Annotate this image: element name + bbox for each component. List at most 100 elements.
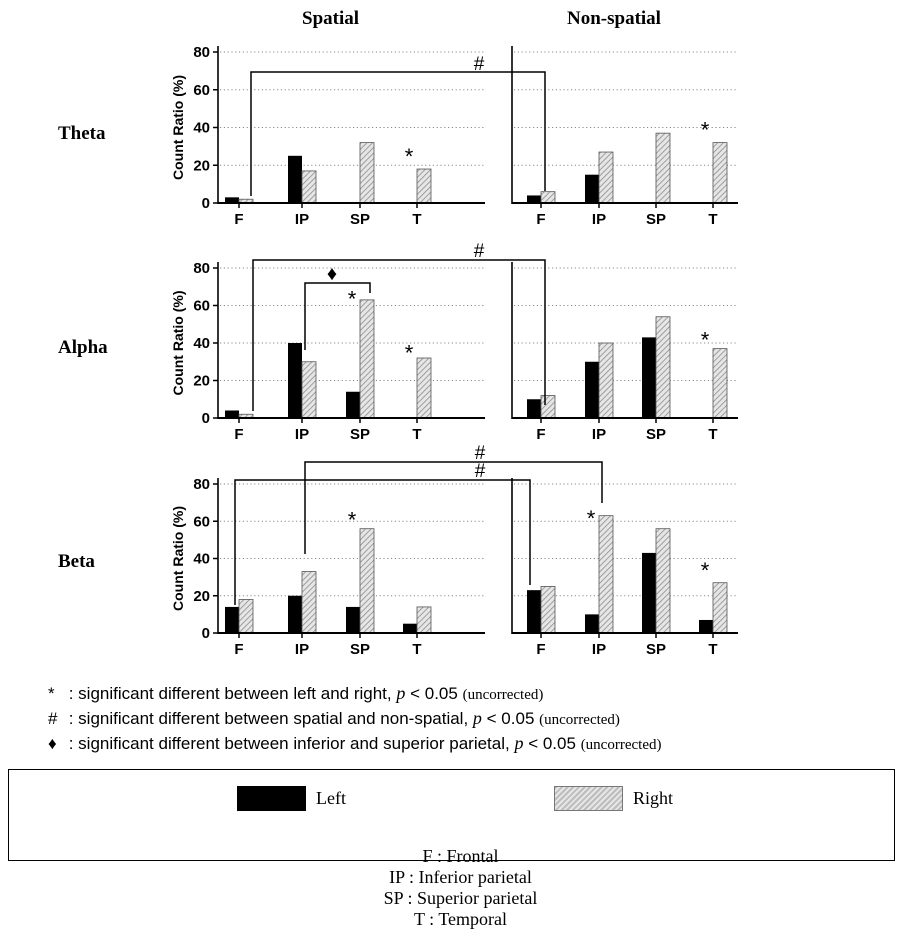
note-left-right: * : significant different between left a… bbox=[48, 682, 661, 707]
alpha-spatial-x-tick-label-f: F bbox=[234, 426, 243, 443]
beta-spatial-bar-left-t bbox=[403, 623, 417, 633]
note-text: : significant different between spatial … bbox=[68, 709, 469, 728]
beta-non-spatial-panel: F IP SP T * * bbox=[511, 478, 738, 658]
theta-non-spatial-x-tick-label-t: T bbox=[708, 211, 717, 228]
alpha-non-spatial-x-tick-label-sp: SP bbox=[646, 426, 666, 443]
alpha-spatial-x-tick-label-ip: IP bbox=[295, 426, 309, 443]
beta-spatial-y-axis-title: Count Ratio (%) bbox=[170, 506, 186, 611]
theta-non-spatial-bar-right-f bbox=[540, 191, 556, 204]
alpha-non-spatial-bar-left-ip bbox=[585, 361, 599, 418]
alpha-spatial-x-tick-label-sp: SP bbox=[350, 426, 370, 443]
alpha-spatial-bar-left-ip bbox=[288, 343, 302, 418]
alpha-non-spatial-x-tick-label-f: F bbox=[536, 426, 545, 443]
theta-hash-mark: # bbox=[474, 54, 485, 75]
nonspatial-column-title: Non-spatial bbox=[567, 8, 661, 29]
theta-non-spatial-x-tick-label-f: F bbox=[536, 211, 545, 228]
alpha-spatial-x-tick-label-t: T bbox=[412, 426, 421, 443]
beta-spatial-y-tick-label: 60 bbox=[193, 513, 210, 530]
beta-spatial-y-tick-label: 40 bbox=[193, 551, 210, 568]
alpha-spatial-nonspatial-bracket bbox=[252, 259, 546, 411]
abbr-inferior-parietal: IP : Inferior parietal bbox=[389, 867, 532, 887]
note-text: : significant different between left and… bbox=[68, 684, 392, 703]
note-symbol: ♦ bbox=[48, 734, 57, 753]
spatial-column-title: Spatial bbox=[302, 8, 360, 29]
beta-spatial-bar-right-t bbox=[416, 606, 432, 634]
beta-non-spatial-x-tick-label-f: F bbox=[536, 641, 545, 658]
alpha-spatial-significance-star-sp: * bbox=[348, 286, 357, 311]
alpha-non-spatial-panel: F IP SP T * bbox=[511, 262, 738, 443]
alpha-non-spatial-bar-right-t bbox=[712, 348, 728, 419]
abbr-frontal: F : Frontal bbox=[422, 846, 499, 866]
note-text: : significant different between inferior… bbox=[68, 734, 510, 753]
left-legend-label: Left bbox=[316, 788, 346, 808]
alpha-spatial-significance-star-t: * bbox=[405, 341, 414, 366]
note-qualifier: (uncorrected) bbox=[580, 737, 662, 753]
alpha-spatial-y-tick-label: 20 bbox=[193, 373, 210, 390]
theta-non-spatial-bar-right-t bbox=[712, 142, 728, 204]
theta-spatial-y-tick-label: 80 bbox=[193, 44, 210, 61]
alpha-non-spatial-bar-left-f bbox=[527, 399, 541, 418]
beta-non-spatial-bar-right-f bbox=[540, 586, 556, 634]
theta-spatial-y-tick-label: 20 bbox=[193, 157, 210, 174]
beta-spatial-x-tick-label-t: T bbox=[412, 641, 421, 658]
abbr-temporal: T : Temporal bbox=[413, 909, 508, 929]
legend-box: Left Right F : Frontal IP : Inferior par… bbox=[8, 769, 895, 929]
alpha-hash-mark: # bbox=[474, 241, 485, 262]
beta-spatial-bar-left-f bbox=[225, 606, 239, 633]
abbr-superior-parietal: SP : Superior parietal bbox=[383, 888, 538, 908]
beta-row-label: Beta bbox=[58, 551, 95, 572]
beta-lower-hash-mark: # bbox=[475, 461, 486, 482]
theta-spatial-y-tick-label: 60 bbox=[193, 82, 210, 99]
beta-non-spatial-bar-left-sp bbox=[642, 552, 656, 633]
alpha-spatial-bar-right-sp bbox=[359, 299, 375, 419]
beta-spatial-x-tick-label-sp: SP bbox=[350, 641, 370, 658]
theta-spatial-x-tick-label-ip: IP bbox=[295, 211, 309, 228]
beta-non-spatial-x-tick-label-sp: SP bbox=[646, 641, 666, 658]
theta-non-spatial-x-tick-label-sp: SP bbox=[646, 211, 666, 228]
note-symbol: # bbox=[48, 709, 58, 728]
note-spatial-nonspatial: # : significant different between spatia… bbox=[48, 707, 661, 732]
note-p: p bbox=[472, 708, 482, 728]
alpha-spatial-bar-left-f bbox=[225, 410, 239, 418]
note-p: p bbox=[396, 683, 406, 703]
beta-spatial-x-tick-label-ip: IP bbox=[295, 641, 309, 658]
beta-non-spatial-bar-right-sp bbox=[655, 528, 671, 634]
alpha-row-label: Alpha bbox=[58, 337, 108, 358]
theta-spatial-nonspatial-bracket bbox=[250, 71, 546, 196]
theta-non-spatial-significance-star-t: * bbox=[701, 118, 710, 143]
alpha-diamond-mark: ♦ bbox=[327, 263, 337, 285]
beta-spatial-bar-right-sp bbox=[359, 528, 375, 634]
beta-spatial-bar-right-f bbox=[238, 599, 254, 634]
theta-spatial-bar-right-ip bbox=[301, 170, 317, 204]
theta-spatial-y-tick-label: 40 bbox=[193, 120, 210, 137]
alpha-non-spatial-bar-right-ip bbox=[598, 342, 614, 419]
theta-non-spatial-panel: F IP SP T * bbox=[511, 46, 738, 228]
beta-spatial-panel: F IP SP T 0 20 40 60 80 Count Ratio (%) * bbox=[170, 476, 485, 658]
alpha-spatial-panel: F IP SP T 0 20 40 60 80 Count Ratio (%) * * bbox=[170, 260, 485, 443]
beta-non-spatial-bar-left-ip bbox=[585, 614, 599, 633]
beta-spatial-y-tick-label: 20 bbox=[193, 588, 210, 605]
theta-spatial-bar-left-f bbox=[225, 197, 239, 203]
theta-spatial-bar-right-sp bbox=[359, 142, 375, 204]
theta-non-spatial-bar-right-ip bbox=[598, 151, 614, 204]
theta-non-spatial-bar-left-ip bbox=[585, 174, 599, 203]
beta-non-spatial-bar-left-f bbox=[527, 590, 541, 633]
beta-spatial-y-tick-label: 0 bbox=[202, 625, 210, 642]
note-symbol: * bbox=[48, 684, 55, 703]
alpha-spatial-bar-right-ip bbox=[301, 361, 317, 419]
alpha-non-spatial-bar-right-sp bbox=[655, 316, 671, 419]
alpha-non-spatial-bar-left-sp bbox=[642, 337, 656, 418]
beta-non-spatial-bar-right-ip bbox=[598, 515, 614, 634]
alpha-spatial-y-axis-title: Count Ratio (%) bbox=[170, 291, 186, 396]
note-threshold: < 0.05 bbox=[486, 709, 535, 728]
note-inferior-superior: ♦ : significant different between inferi… bbox=[48, 732, 661, 757]
alpha-spatial-y-tick-label: 0 bbox=[202, 410, 210, 427]
alpha-non-spatial-significance-star-t: * bbox=[701, 328, 710, 353]
theta-spatial-panel: F IP SP T 0 20 40 60 80 Count Ratio (%) * bbox=[170, 44, 485, 228]
note-qualifier: (uncorrected) bbox=[462, 687, 544, 703]
right-legend-label: Right bbox=[633, 788, 674, 808]
theta-spatial-y-axis-title: Count Ratio (%) bbox=[170, 75, 186, 180]
beta-ip-bracket bbox=[304, 461, 603, 554]
beta-spatial-x-tick-label-f: F bbox=[234, 641, 243, 658]
note-p: p bbox=[514, 733, 524, 753]
